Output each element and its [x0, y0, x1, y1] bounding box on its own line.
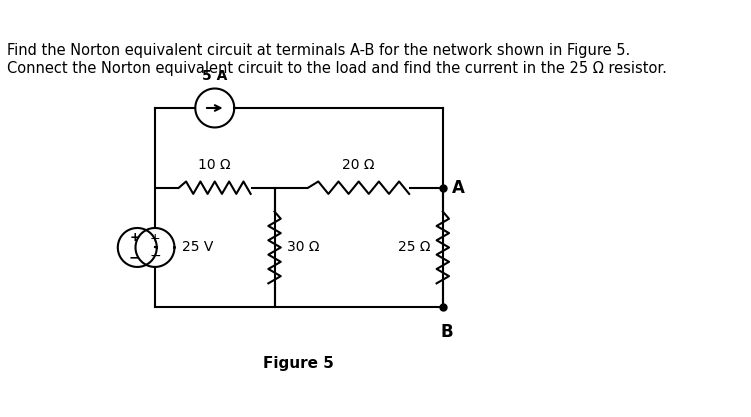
- Text: +: +: [129, 231, 140, 244]
- Text: 20 Ω: 20 Ω: [342, 158, 375, 172]
- Text: −: −: [129, 250, 140, 264]
- Text: B: B: [441, 323, 454, 341]
- Text: 30 Ω: 30 Ω: [287, 241, 319, 254]
- Text: 25 V: 25 V: [182, 241, 213, 254]
- Text: 25 Ω: 25 Ω: [398, 241, 430, 254]
- Text: 5 A: 5 A: [202, 69, 228, 83]
- Text: −: −: [149, 249, 161, 263]
- Text: Connect the Norton equivalent circuit to the load and find the current in the 25: Connect the Norton equivalent circuit to…: [7, 61, 667, 76]
- Text: A: A: [451, 179, 465, 197]
- Text: Find the Norton equivalent circuit at terminals A-B for the network shown in Fig: Find the Norton equivalent circuit at te…: [7, 43, 630, 58]
- Text: +: +: [149, 232, 160, 245]
- Text: 10 Ω: 10 Ω: [198, 158, 231, 172]
- Text: Figure 5: Figure 5: [264, 356, 334, 371]
